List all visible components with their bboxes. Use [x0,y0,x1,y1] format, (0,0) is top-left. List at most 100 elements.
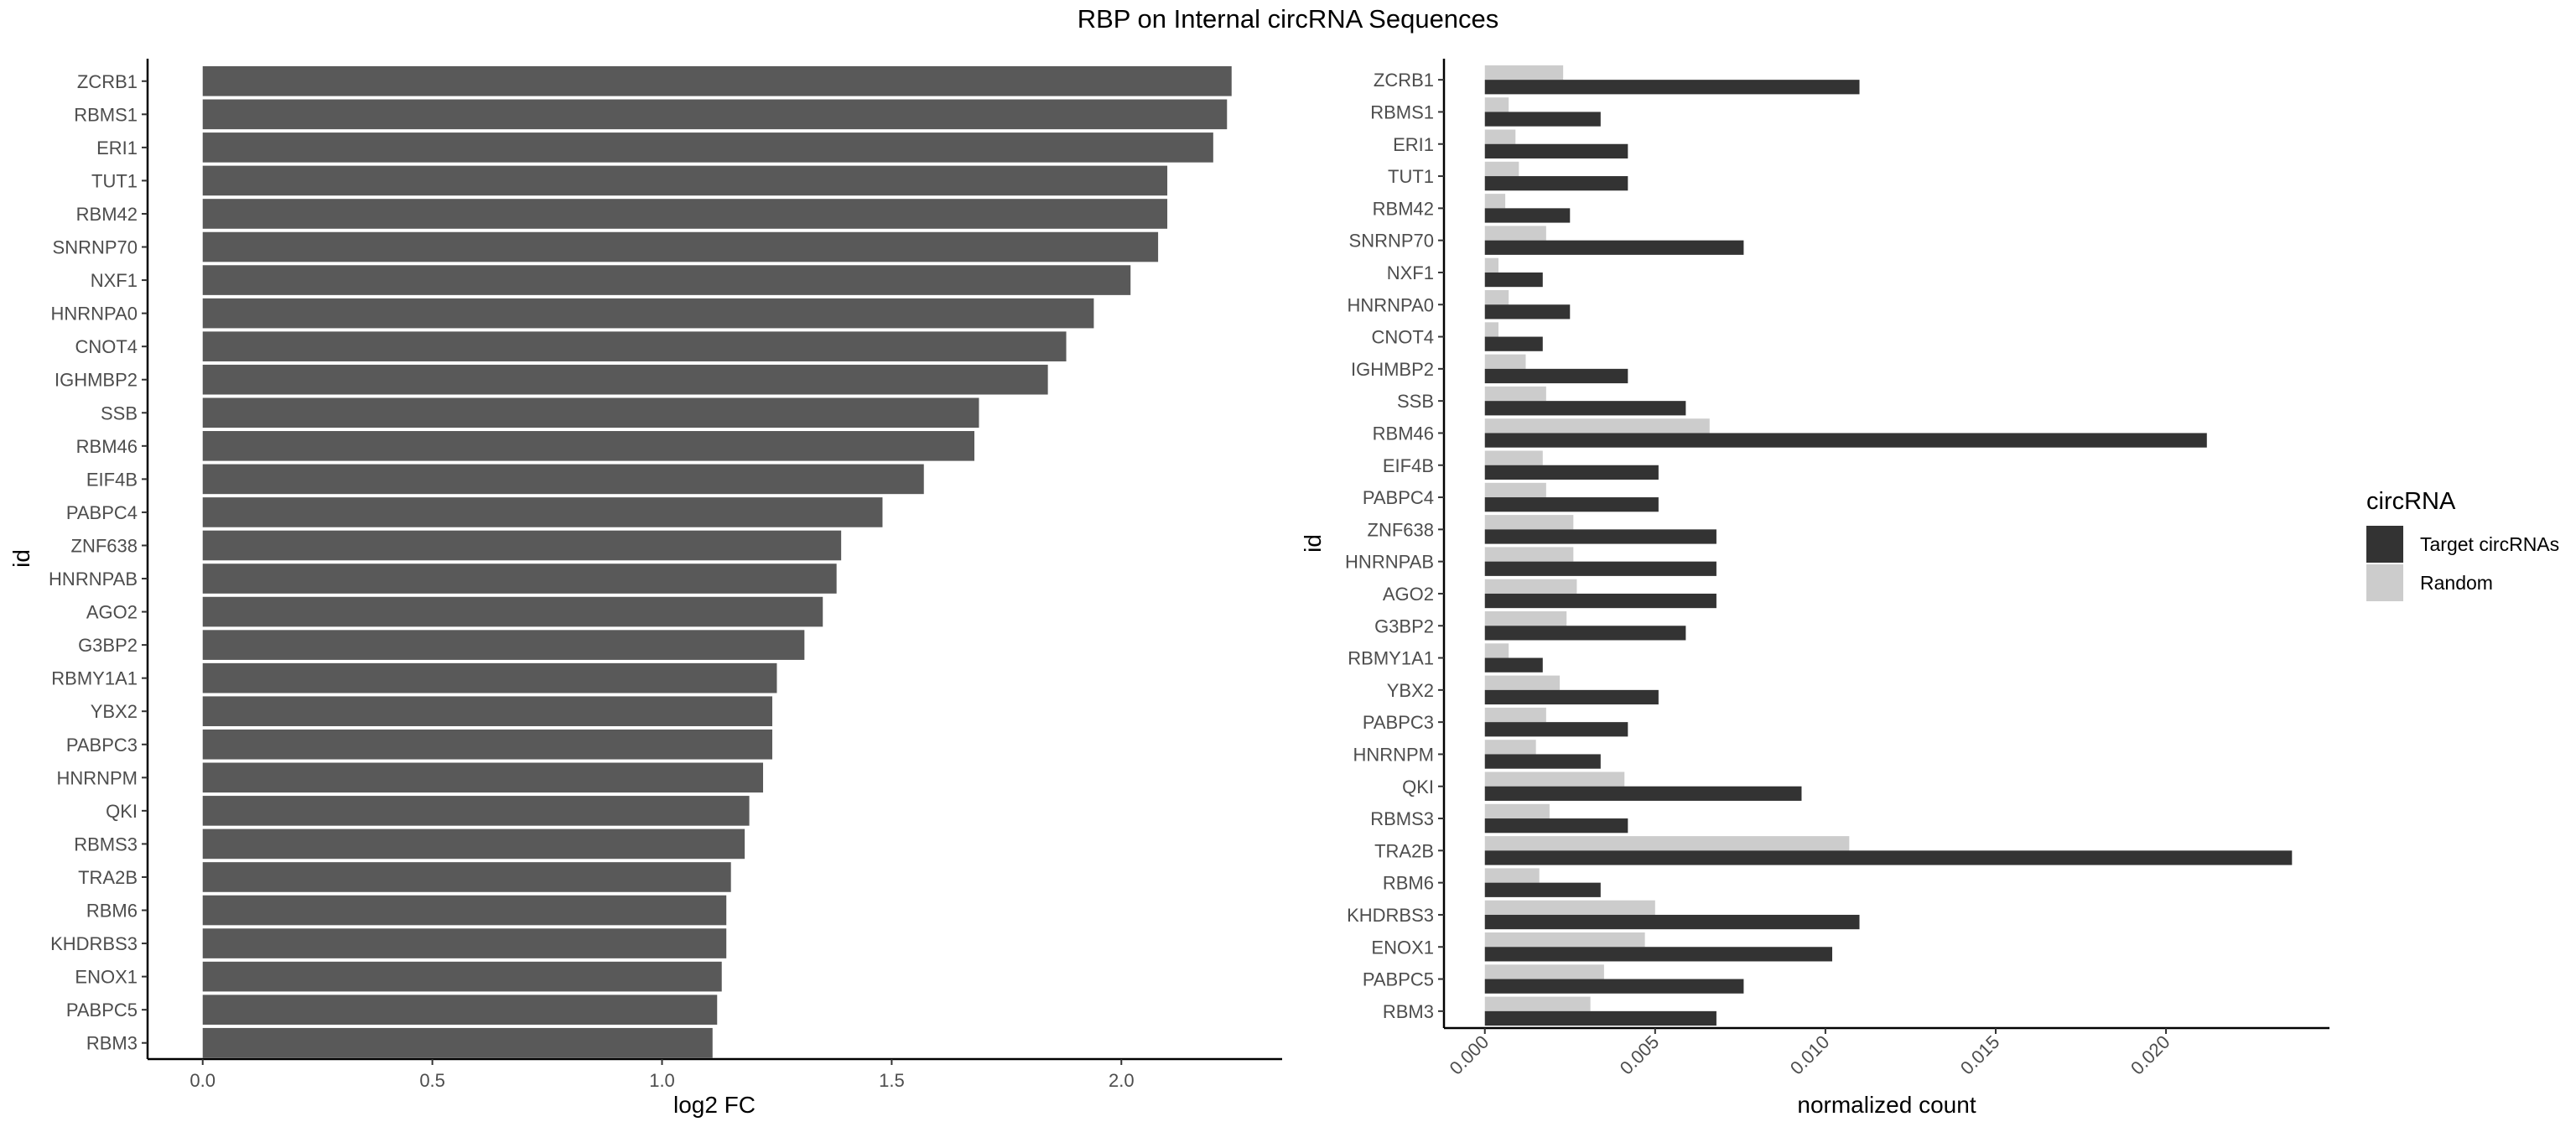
left-y-tick-label: RBMS1 [74,104,138,125]
random-bar-pabpc5 [1484,964,1604,979]
left-bar-tut1 [202,165,1168,196]
target-bar-pabpc4 [1484,497,1659,512]
left-y-tick-label: PABPC3 [66,735,138,756]
left-bar-ighmbp2 [202,364,1048,395]
random-bar-cnot4 [1484,322,1498,337]
left-bar-rbmy1a1 [202,662,777,693]
random-bar-hnrnpa0 [1484,290,1509,305]
right-y-tick-label: ZNF638 [1368,519,1434,540]
left-bar-qki [202,796,750,826]
target-bar-khdrbs3 [1484,914,1860,930]
random-bar-hnrnpm [1484,740,1536,755]
right-x-tick-label: 0.015 [1956,1031,2004,1079]
left-bar-pabpc3 [202,729,772,760]
target-bar-pabpc5 [1484,979,1744,994]
right-x-tick-label: 0.020 [2127,1031,2174,1079]
target-bar-rbm42 [1484,208,1571,223]
left-bar-pabpc4 [202,497,883,527]
target-bar-nxf1 [1484,272,1543,288]
right-x-axis-title: normalized count [1797,1092,1976,1118]
target-bar-hnrnpa0 [1484,304,1571,319]
left-y-tick-label: CNOT4 [75,336,138,357]
right-y-tick-label: PABPC5 [1363,969,1434,990]
target-bar-snrnp70 [1484,240,1744,255]
left-y-tick-label: ZCRB1 [77,71,138,92]
right-y-tick-label: RBMS1 [1370,101,1434,122]
left-bar-ago2 [202,596,823,627]
right-y-tick-label: AGO2 [1383,584,1434,605]
right-y-tick-label: IGHMBP2 [1351,359,1434,380]
left-y-tick-label: TUT1 [91,170,138,191]
right-y-tick-label: NXF1 [1387,262,1434,283]
random-bar-enox1 [1484,932,1645,948]
left-bar-rbm42 [202,199,1168,229]
target-bar-ago2 [1484,593,1716,609]
left-y-tick-label: RBM3 [86,1033,138,1054]
right-y-tick-label: QKI [1402,776,1434,797]
target-bar-tut1 [1484,176,1628,191]
left-x-tick-label: 2.0 [1109,1070,1135,1091]
right-y-tick-label: TRA2B [1374,840,1434,861]
left-y-tick-label: RBM6 [86,901,138,922]
random-bar-g3bp2 [1484,611,1567,626]
target-bar-rbms3 [1484,818,1628,834]
random-bar-pabpc4 [1484,482,1546,498]
left-y-tick-label: YBX2 [91,701,138,722]
left-y-tick-label: HNRNPM [56,767,138,788]
target-bar-znf638 [1484,529,1716,544]
target-bar-hnrnpm [1484,754,1601,769]
random-bar-rbm6 [1484,868,1540,883]
target-bar-rbmy1a1 [1484,657,1543,673]
right-y-tick-label: ERI1 [1393,134,1434,155]
random-bar-pabpc3 [1484,707,1546,723]
random-bar-eif4b [1484,450,1543,465]
legend-key-target [2366,526,2403,563]
random-bar-ybx2 [1484,675,1561,690]
random-bar-snrnp70 [1484,226,1546,241]
left-bar-eri1 [202,132,1213,163]
left-bar-pabpc5 [202,995,718,1025]
left-x-tick-label: 1.0 [649,1070,675,1091]
left-y-tick-label: RBM46 [76,436,138,457]
left-y-tick-label: EIF4B [86,469,138,490]
target-bar-hnrnpab [1484,561,1716,576]
left-x-tick-label: 1.5 [879,1070,905,1091]
left-bar-snrnp70 [202,231,1159,262]
left-bar-tra2b [202,862,731,892]
left-bar-hnrnpm [202,762,764,793]
target-bar-tra2b [1484,850,2293,865]
left-bar-g3bp2 [202,630,805,660]
left-bar-enox1 [202,961,722,992]
left-bar-rbms1 [202,99,1228,130]
random-bar-rbm42 [1484,194,1506,209]
legend-label-target: Target circRNAs [2420,533,2559,555]
random-bar-hnrnpab [1484,547,1574,562]
left-bar-rbm6 [202,895,727,926]
left-bar-rbm46 [202,431,974,461]
left-bar-ssb [202,397,979,428]
left-y-tick-label: ZNF638 [71,535,138,556]
legend-title: circRNA [2366,488,2456,515]
left-y-tick-label: HNRNPA0 [50,304,138,325]
left-bar-ybx2 [202,696,772,727]
right-y-tick-label: EIF4B [1383,455,1434,476]
right-y-tick-label: SNRNP70 [1349,231,1434,252]
left-x-axis-title: log2 FC [673,1092,756,1118]
right-y-tick-label: SSB [1397,391,1434,412]
right-x-tick-label: 0.010 [1786,1031,1834,1079]
target-bar-ybx2 [1484,689,1659,705]
left-y-ticks: ZCRB1 RBMS1 ERI1 TUT1 RBM42 SNRNP70 NXF1 HNRNPA… [49,71,148,1054]
right-y-tick-label: KHDRBS3 [1347,905,1434,926]
left-y-tick-label: HNRNPAB [49,569,138,589]
target-bar-eri1 [1484,143,1628,158]
target-bar-eif4b [1484,465,1659,480]
right-y-tick-label: RBMS3 [1370,808,1434,829]
right-x-ticks: 0.000 0.005 0.010 0.015 0.020 [1446,1028,2174,1078]
target-bar-zcrb1 [1484,80,1860,95]
random-bar-rbmy1a1 [1484,643,1509,658]
right-y-tick-label: PABPC3 [1363,712,1434,733]
right-y-ticks: ZCRB1 RBMS1 ERI1 TUT1 RBM42 SNRNP70 NXF1 HNRNPA… [1345,70,1444,1022]
left-y-tick-label: NXF1 [91,270,138,291]
target-bar-qki [1484,786,1802,801]
